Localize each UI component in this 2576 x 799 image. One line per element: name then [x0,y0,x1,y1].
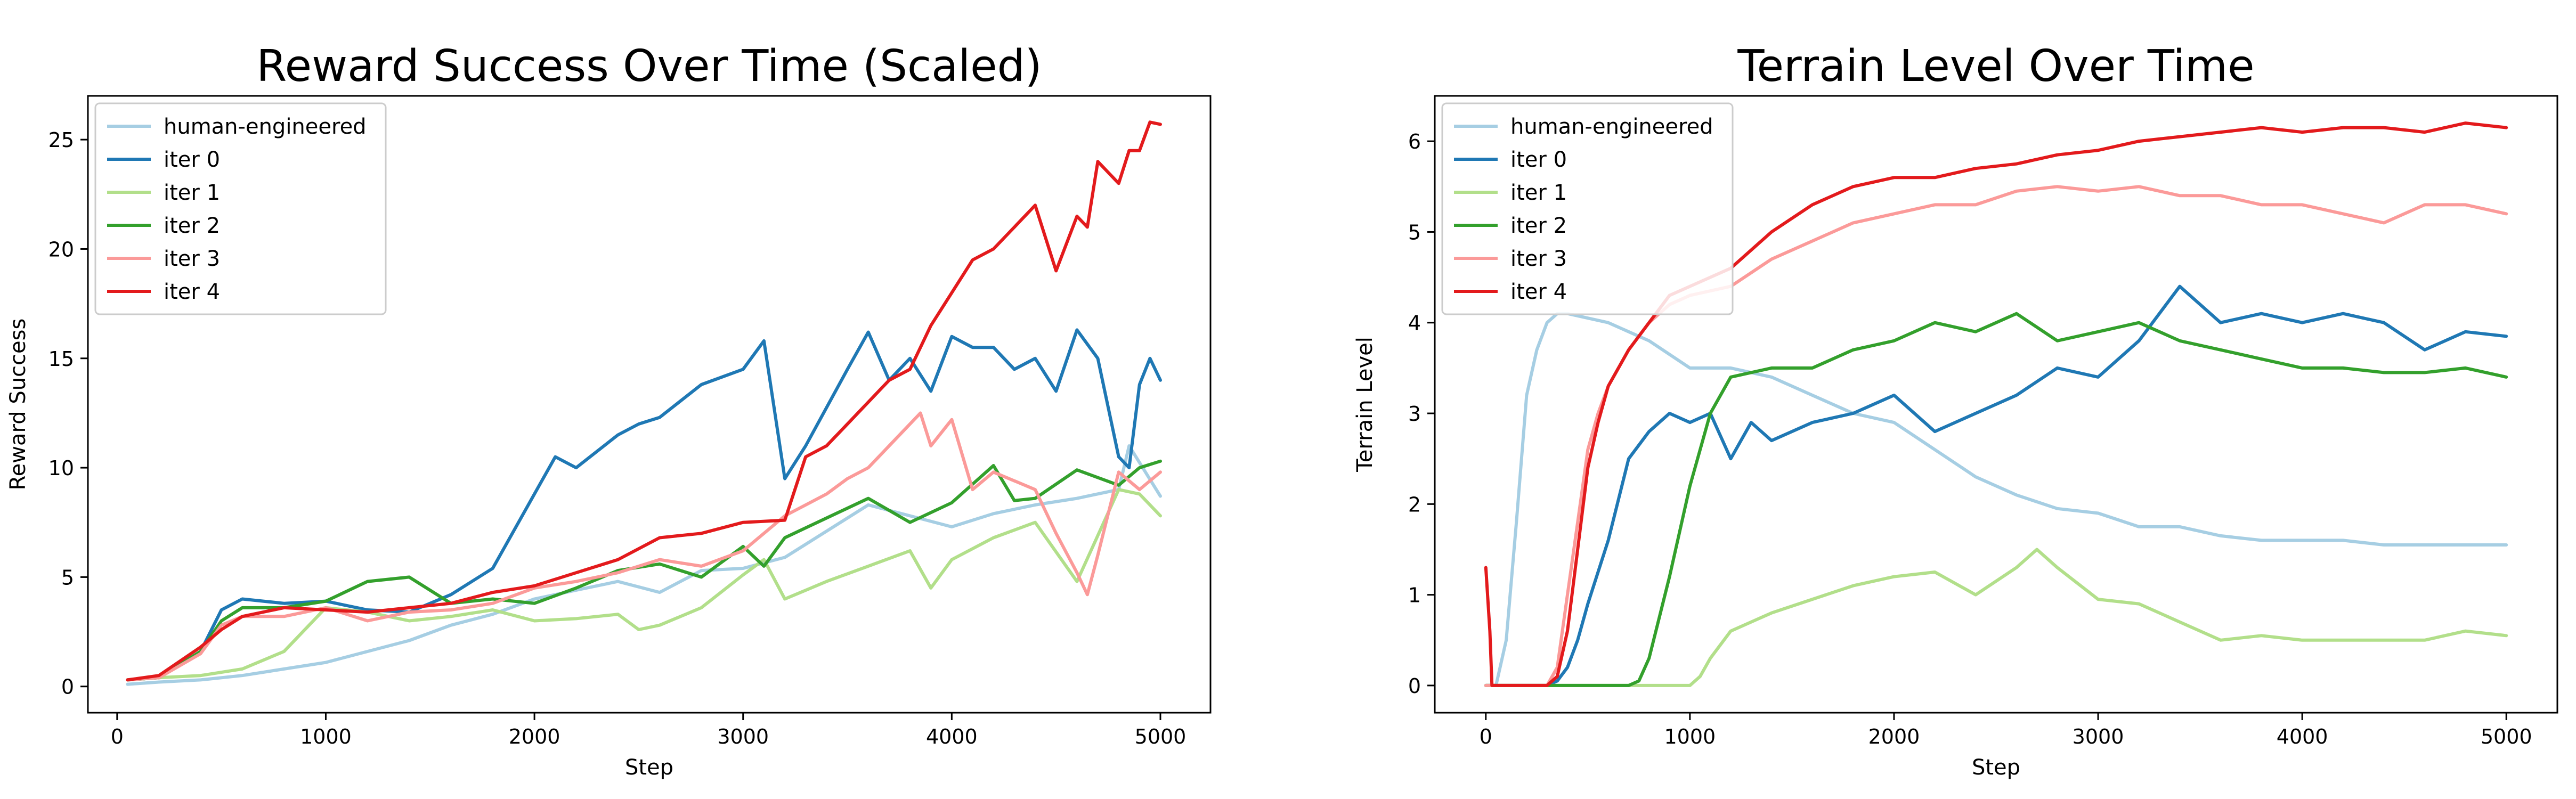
x-axis-label: Step [1972,755,2020,780]
y-tick-label: 5 [61,566,74,589]
legend: human-engineered iter 0 iter 1 iter 2 iter 3… [1441,102,1734,315]
x-tick-label: 4000 [2277,725,2328,748]
y-tick-label: 0 [61,675,74,699]
chart-title: Terrain Level Over Time [1737,41,2254,92]
legend-label: iter 4 [164,280,220,304]
legend-label: iter 2 [164,214,220,238]
series-line-3 [1484,548,2508,687]
series-line-6 [126,120,1162,682]
legend-label: human-engineered [1510,115,1713,139]
x-tick-label: 3000 [717,725,769,748]
series-line-4 [1484,312,2508,687]
legend-label: iter 3 [1510,247,1567,271]
x-axis-label: Step [625,755,673,780]
y-tick-label: 20 [48,238,74,261]
series-line-3 [126,488,1162,682]
x-tick-label: 3000 [2073,725,2124,748]
legend-label: iter 0 [1510,148,1567,172]
x-tick-label: 0 [111,725,124,748]
y-tick-label: 5 [1408,221,1421,244]
chart-1: Reward Success Over Time (Scaled) 0 1000 20… [6,41,1212,780]
y-tick-label: 4 [1408,312,1421,335]
legend-box [1441,102,1734,315]
y-tick-label: 3 [1408,402,1421,426]
y-axis-label: Terrain Level [1353,337,1377,472]
legend-label: human-engineered [164,115,367,139]
plot-frame [87,95,1212,714]
legend-label: iter 0 [164,148,220,172]
series-line-2 [1484,284,2508,687]
y-tick-label: 10 [48,456,74,480]
y-tick-label: 6 [1408,130,1421,153]
series-line-6 [1484,121,2508,687]
plot-frame [1434,95,2558,714]
series-line-1 [126,444,1162,686]
series-line-4 [126,459,1162,682]
y-tick-label: 0 [1408,674,1421,698]
x-tick-label: 2000 [509,725,560,748]
y-tick-label: 15 [48,347,74,371]
x-tick-label: 2000 [1868,725,1920,748]
x-tick-label: 1000 [300,725,352,748]
series-line-2 [126,328,1162,682]
legend-label: iter 3 [164,247,220,271]
x-tick-label: 5000 [2481,725,2532,748]
chart-2: Terrain Level Over Time 0 1000 2000 3000 4000… [1353,41,2558,780]
legend-label: iter 1 [1510,181,1567,205]
x-tick-label: 1000 [1664,725,1716,748]
series-line-1 [1484,312,2508,687]
y-axis-label: Reward Success [6,319,30,491]
legend-label: iter 4 [1510,280,1567,304]
y-tick-label: 1 [1408,584,1421,607]
x-tick-label: 5000 [1135,725,1187,748]
legend-label: iter 2 [1510,214,1567,238]
y-tick-label: 25 [48,128,74,152]
x-tick-label: 4000 [926,725,978,748]
x-tick-label: 0 [1480,725,1492,748]
legend-box [94,102,387,315]
legend: human-engineered iter 0 iter 1 iter 2 iter 3… [94,102,387,315]
chart-title: Reward Success Over Time (Scaled) [256,41,1042,92]
legend-label: iter 1 [164,181,220,205]
series-line-5 [1484,185,2508,687]
y-tick-label: 2 [1408,493,1421,516]
